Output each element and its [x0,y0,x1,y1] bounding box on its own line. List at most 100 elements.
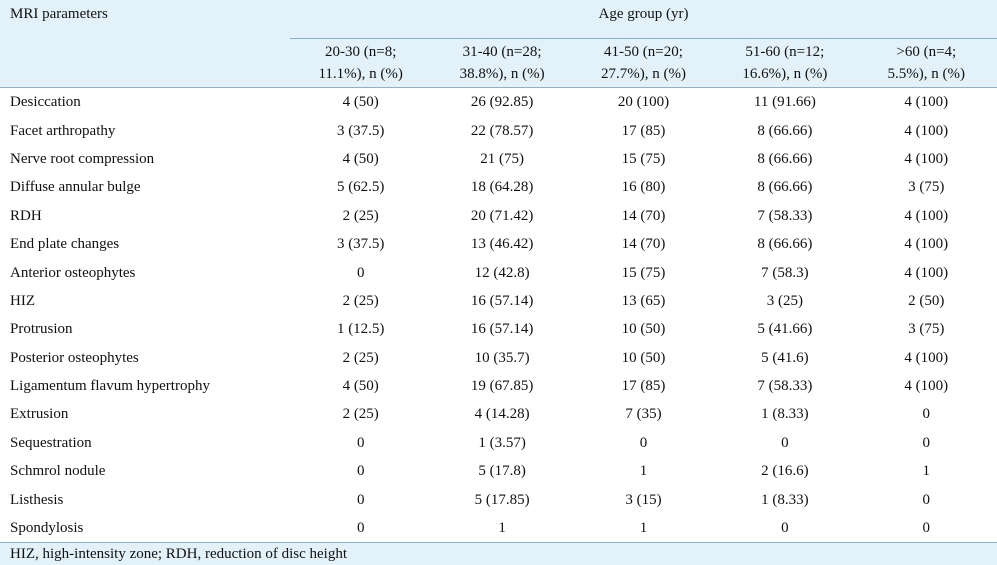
table-cell: 4 (100) [904,264,949,281]
row-label: HIZ [10,292,35,309]
column-header-age-31-40: 31-40 (n=28; 38.8%), n (%) [431,38,573,88]
row-label: Anterior osteophytes [10,264,136,281]
header-row-2: 20-30 (n=8; 11.1%), n (%) 31-40 (n=28; 38.… [0,38,997,88]
table-cell: 26 (92.85) [470,94,534,111]
table-row: Spondylosis 0 1 1 0 0 [0,513,997,544]
table-row: Extrusion 2 (25) 4 (14.28) 7 (35) 1 (8.33) 0 [0,400,997,428]
table-cell: 0 [922,406,931,423]
table-cell: 4 (14.28) [474,406,530,423]
table-cell: 2 (25) [342,207,379,224]
table-cell: 16 (57.14) [470,321,534,338]
table-row: Protrusion 1 (12.5) 16 (57.14) 10 (50) 5 (41… [0,315,997,343]
header-spacer [0,38,290,88]
table-header: MRI parameters Age group (yr) 20-30 (n=8… [0,0,997,88]
table-cell: 1 (8.33) [761,406,809,423]
table-cell: 22 (78.57) [470,122,534,139]
table-cell: 3 (75) [908,321,945,338]
table-cell: 2 (25) [342,292,379,309]
table-cell: 1 (8.33) [761,491,809,508]
table-cell: 3 (37.5) [336,122,385,139]
table-row: Ligamentum flavum hypertrophy 4 (50) 19 (6… [0,372,997,400]
row-label: Extrusion [10,406,69,423]
table-cell: 13 (65) [621,292,666,309]
table-cell: 7 (58.3) [761,264,809,281]
table-cell: 18 (64.28) [470,179,534,196]
table-cell: 8 (66.66) [757,122,813,139]
row-label: Diffuse annular bulge [10,179,141,196]
table-cell: 1 (12.5) [336,321,385,338]
table-cell: 7 (35) [625,406,662,423]
row-label: Spondylosis [0,513,290,544]
table-cell: 21 (75) [480,150,524,167]
table-cell: 13 (46.42) [470,236,534,253]
column-group-header-age: Age group (yr) [290,0,997,39]
row-label: Ligamentum flavum hypertrophy [10,378,210,395]
table-row: RDH 2 (25) 20 (71.42) 14 (70) 7 (58.33) 4 (10… [0,202,997,230]
table-row: Facet arthropathy 3 (37.5) 22 (78.57) 17 (8… [0,116,997,144]
table-row: Schmrol nodule 0 5 (17.8) 1 2 (16.6) 1 [0,457,997,485]
table-cell: 5 (41.6) [761,349,809,366]
table-cell: 7 (58.33) [757,207,813,224]
table-cell: 5 (41.66) [757,321,813,338]
table-row: End plate changes 3 (37.5) 13 (46.42) 14 (7… [0,230,997,258]
table-cell: 3 (37.5) [336,236,385,253]
table-cell: 5 (17.85) [474,491,530,508]
table-cell: 8 (66.66) [757,236,813,253]
table-cell: 0 [290,513,432,544]
table-cell: 14 (70) [621,207,666,224]
table-row: Posterior osteophytes 2 (25) 10 (35.7) 10 (… [0,344,997,372]
table-cell: 0 [714,513,856,544]
table-cell: 4 (100) [904,207,949,224]
table-cell: 4 (100) [904,122,949,139]
table-cell: 0 [356,463,365,480]
table-row: HIZ 2 (25) 16 (57.14) 13 (65) 3 (25) 2 (50) [0,287,997,315]
table-cell: 10 (35.7) [474,349,530,366]
table-row: Diffuse annular bulge 5 (62.5) 18 (64.28) 1… [0,173,997,201]
table-cell: 20 (100) [617,94,670,111]
table-row: Nerve root compression 4 (50) 21 (75) 15 (7… [0,145,997,173]
table-cell: 20 (71.42) [470,207,534,224]
table-cell: 3 (15) [625,491,662,508]
table-cell: 0 [922,491,931,508]
table-cell: 11 (91.66) [753,94,816,111]
table-cell: 4 (100) [904,349,949,366]
table-cell: 2 (25) [342,349,379,366]
column-header-age-20-30: 20-30 (n=8; 11.1%), n (%) [290,38,432,88]
table-cell: 5 (17.8) [478,463,526,480]
table-cell: 7 (58.33) [757,378,813,395]
row-label: Nerve root compression [10,150,155,167]
mri-parameters-table: MRI parameters Age group (yr) 20-30 (n=8… [0,0,997,544]
table-cell: 5 (62.5) [336,179,385,196]
row-label: Desiccation [10,94,81,111]
column-header-age-41-50: 41-50 (n=20; 27.7%), n (%) [572,38,715,88]
column-header-mri-parameters: MRI parameters [0,0,290,39]
table-cell: 1 [639,463,648,480]
table-cell: 2 (25) [342,406,379,423]
table-cell: 15 (75) [621,264,666,281]
table-cell: 15 (75) [621,150,666,167]
table-cell: 4 (100) [904,94,949,111]
table-cell: 1 [572,513,715,544]
header-row-1: MRI parameters Age group (yr) [0,0,997,39]
row-label: Posterior osteophytes [10,349,139,366]
table-cell: 2 (16.6) [761,463,809,480]
table-cell: 0 [781,434,789,451]
table-cell: 4 (50) [342,94,379,111]
table-cell: 17 (85) [621,378,666,395]
column-header-age-over-60: >60 (n=4; 5.5%), n (%) [855,38,997,88]
row-label: Listhesis [10,491,64,508]
table-cell: 0 [639,434,648,451]
table-cell: 0 [922,434,931,451]
table-cell: 2 (50) [908,292,945,309]
table-cell: 4 (100) [904,236,949,253]
table-cell: 14 (70) [621,236,666,253]
table-cell: 16 (80) [621,179,666,196]
table-cell: 10 (50) [621,321,666,338]
table-cell: 8 (66.66) [757,179,813,196]
table-cell: 0 [855,513,997,544]
table-cell: 3 (25) [766,292,803,309]
row-label: Facet arthropathy [10,122,116,139]
table-cell: 0 [356,264,365,281]
table-row: Listhesis 0 5 (17.85) 3 (15) 1 (8.33) 0 [0,485,997,513]
table-cell: 1 [431,513,573,544]
